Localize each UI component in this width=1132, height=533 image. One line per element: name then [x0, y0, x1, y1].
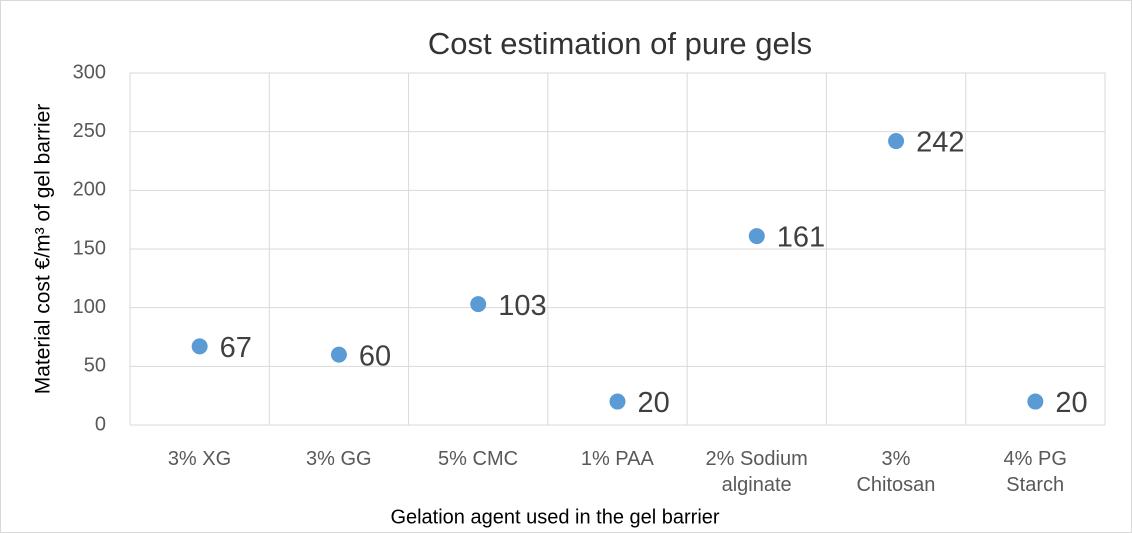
- data-point: [330, 346, 347, 363]
- data-label: 20: [1055, 387, 1087, 419]
- y-tick-label: 150: [73, 237, 106, 259]
- y-tick-label: 250: [73, 120, 106, 142]
- x-tick-label: 3% GG: [305, 448, 372, 470]
- data-point: [609, 393, 626, 410]
- x-tick-label: 3% XG: [167, 448, 232, 470]
- data-label: 20: [638, 387, 670, 419]
- x-axis-label: Gelation agent used in the gel barrier: [390, 506, 719, 528]
- data-point: [470, 296, 487, 313]
- chart-title: Cost estimation of pure gels: [428, 26, 812, 61]
- x-tick-label: 2% Sodium alginate: [705, 448, 808, 496]
- data-point: [748, 228, 765, 245]
- data-label: 103: [498, 290, 546, 322]
- data-label: 242: [916, 127, 964, 159]
- y-tick-label: 300: [73, 61, 106, 83]
- y-tick-label: 100: [73, 296, 106, 318]
- data-point: [1027, 393, 1044, 410]
- data-point: [191, 338, 208, 355]
- x-tick-label: 4% PG Starch: [1003, 448, 1067, 496]
- y-tick-label: 200: [73, 179, 106, 201]
- x-tick-label: 3% Chitosan: [856, 448, 936, 496]
- data-point: [888, 133, 905, 150]
- data-label: 161: [777, 222, 825, 254]
- y-axis-label: Material cost €/m³ of gel barrier: [32, 104, 55, 395]
- y-tick-label: 0: [95, 413, 106, 435]
- x-tick-label: 1% PAA: [580, 448, 654, 470]
- data-label: 67: [220, 332, 252, 364]
- y-tick-label: 50: [84, 355, 106, 377]
- data-label: 60: [359, 340, 391, 372]
- x-tick-label: 5% CMC: [438, 448, 519, 470]
